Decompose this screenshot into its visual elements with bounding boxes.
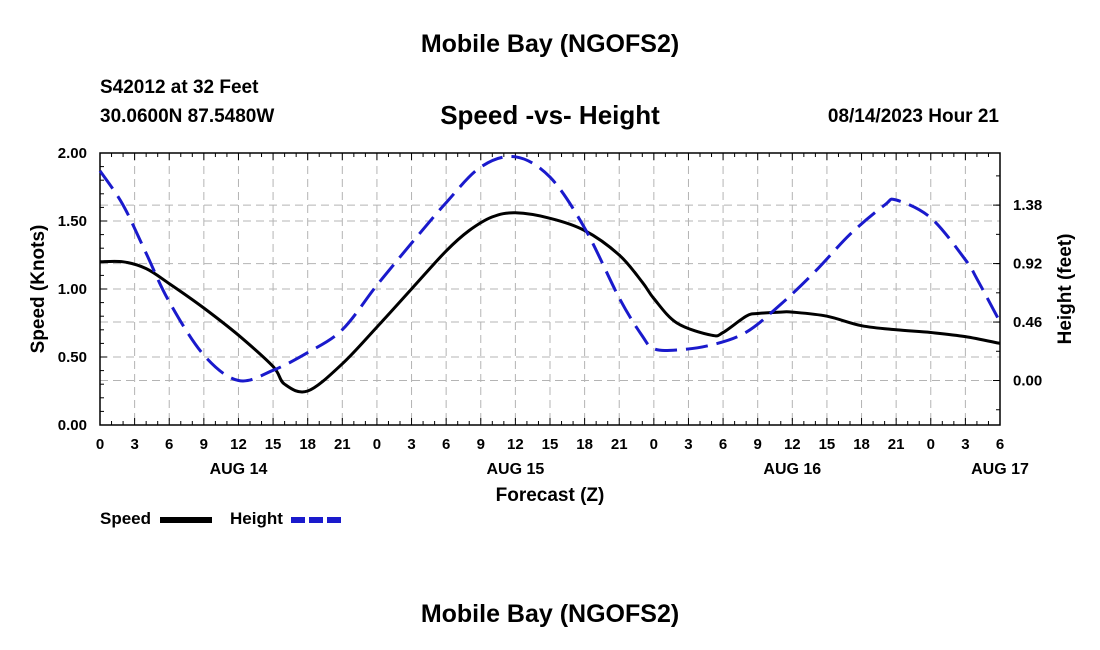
x-tick-label: 9 — [754, 436, 762, 453]
x-tick-label: 6 — [719, 436, 727, 453]
series-line-height — [98, 154, 1002, 383]
date-label: AUG 14 — [210, 461, 268, 478]
legend-label-speed: Speed — [100, 509, 151, 528]
y2-tick-label: 0.92 — [1013, 256, 1042, 273]
date-label: AUG 16 — [763, 461, 821, 478]
y-tick-label: 2.00 — [58, 145, 87, 162]
axis-ticks — [99, 152, 1001, 426]
station-label: S42012 at 32 Feet — [100, 77, 259, 98]
x-tick-label: 6 — [442, 436, 450, 453]
x-tick-label: 18 — [576, 436, 593, 453]
x-tick-label: 3 — [961, 436, 969, 453]
x-tick-label: 6 — [996, 436, 1004, 453]
x-tick-label: 21 — [611, 436, 628, 453]
chart-title: Speed -vs- Height — [440, 100, 660, 130]
bottom-title: Mobile Bay (NGOFS2) — [420, 600, 680, 628]
x-tick-label: 3 — [684, 436, 692, 453]
x-tick-label: 6 — [165, 436, 173, 453]
x-tick-label: 0 — [373, 436, 381, 453]
x-tick-label: 15 — [819, 436, 836, 453]
grid-layer — [100, 153, 1000, 425]
x-tick-label: 0 — [96, 436, 104, 453]
y-tick-label: 1.00 — [58, 281, 87, 298]
axis-labels: 0 3 6 9 12 15 18 21 0 3 6 9 12 15 18 21 0 3 6 9 12 15 18 21 0 3 6 A… — [28, 145, 1076, 506]
date-label: AUG 15 — [486, 461, 544, 478]
x-tick-label: 12 — [507, 436, 524, 453]
x-tick-label: 9 — [200, 436, 208, 453]
x-tick-label: 18 — [853, 436, 870, 453]
date-label: AUG 17 — [971, 461, 1029, 478]
x-tick-label: 9 — [477, 436, 485, 453]
series-layer — [98, 154, 1002, 394]
y-axis-title: Speed (Knots) — [28, 225, 49, 354]
series-line-speed — [99, 211, 1001, 394]
x-tick-label: 12 — [784, 436, 801, 453]
y2-tick-label: 0.46 — [1013, 314, 1042, 331]
x-tick-label: 3 — [407, 436, 415, 453]
x-tick-label: 0 — [927, 436, 935, 453]
legend-label-height: Height — [230, 509, 283, 528]
y-tick-label: 0.50 — [58, 349, 87, 366]
x-tick-label: 0 — [650, 436, 658, 453]
y2-axis-title: Height (feet) — [1055, 234, 1076, 345]
page-title: Mobile Bay (NGOFS2) — [420, 30, 680, 58]
legend: Speed Height — [100, 509, 343, 528]
y2-tick-label: 1.38 — [1013, 197, 1042, 214]
x-tick-label: 21 — [888, 436, 905, 453]
x-tick-label: 18 — [299, 436, 316, 453]
x-tick-label: 15 — [542, 436, 559, 453]
x-tick-label: 12 — [230, 436, 247, 453]
x-tick-label: 3 — [130, 436, 138, 453]
y-tick-label: 0.00 — [58, 417, 87, 434]
y-tick-label: 1.50 — [58, 213, 87, 230]
x-axis-title: Forecast (Z) — [496, 485, 605, 506]
x-tick-label: 15 — [265, 436, 282, 453]
x-tick-label: 21 — [334, 436, 351, 453]
y2-tick-label: 0.00 — [1013, 373, 1042, 390]
forecast-timestamp: 08/14/2023 Hour 21 — [827, 106, 999, 127]
station-coordinates: 30.0600N 87.5480W — [100, 106, 275, 127]
